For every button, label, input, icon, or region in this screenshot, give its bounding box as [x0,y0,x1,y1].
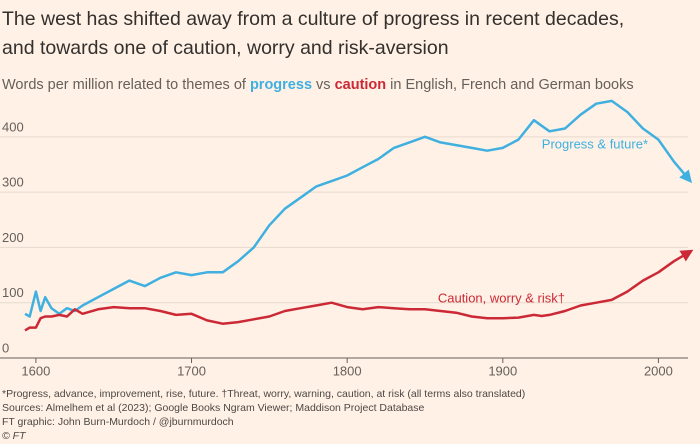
y-tick-label: 400 [2,119,24,134]
chart-title: The west has shifted away from a culture… [2,8,624,30]
x-tick-label: 1600 [21,363,50,378]
x-tick-label: 1900 [488,363,517,378]
x-tick-label: 2000 [644,363,673,378]
subtitle-highlight: progress [250,77,312,93]
subtitle-text: Words per million related to themes of [2,77,250,93]
subtitle-text: vs [312,77,335,93]
copyright: © FT [2,430,27,442]
chart-title: and towards one of caution, worry and ri… [2,37,449,59]
footnote: FT graphic: John Burn-Murdoch / @jburnmu… [2,416,234,428]
x-tick-label: 1700 [177,363,206,378]
y-tick-label: 200 [2,230,24,245]
chart-subtitle: Words per million related to themes of p… [2,77,634,93]
y-tick-label: 0 [2,340,9,355]
footnote: Sources: Almelhem et al (2023); Google B… [2,402,425,414]
subtitle-text: in English, French and German books [386,77,633,93]
footnote: *Progress, advance, improvement, rise, f… [2,388,525,400]
y-tick-label: 100 [2,285,24,300]
x-tick-label: 1800 [333,363,362,378]
y-tick-label: 300 [2,175,24,190]
series-label: Progress & future* [542,136,648,151]
series-label: Caution, worry & risk† [438,290,565,305]
series-line [24,249,694,332]
subtitle-highlight: caution [335,77,387,93]
series-line [24,99,693,318]
